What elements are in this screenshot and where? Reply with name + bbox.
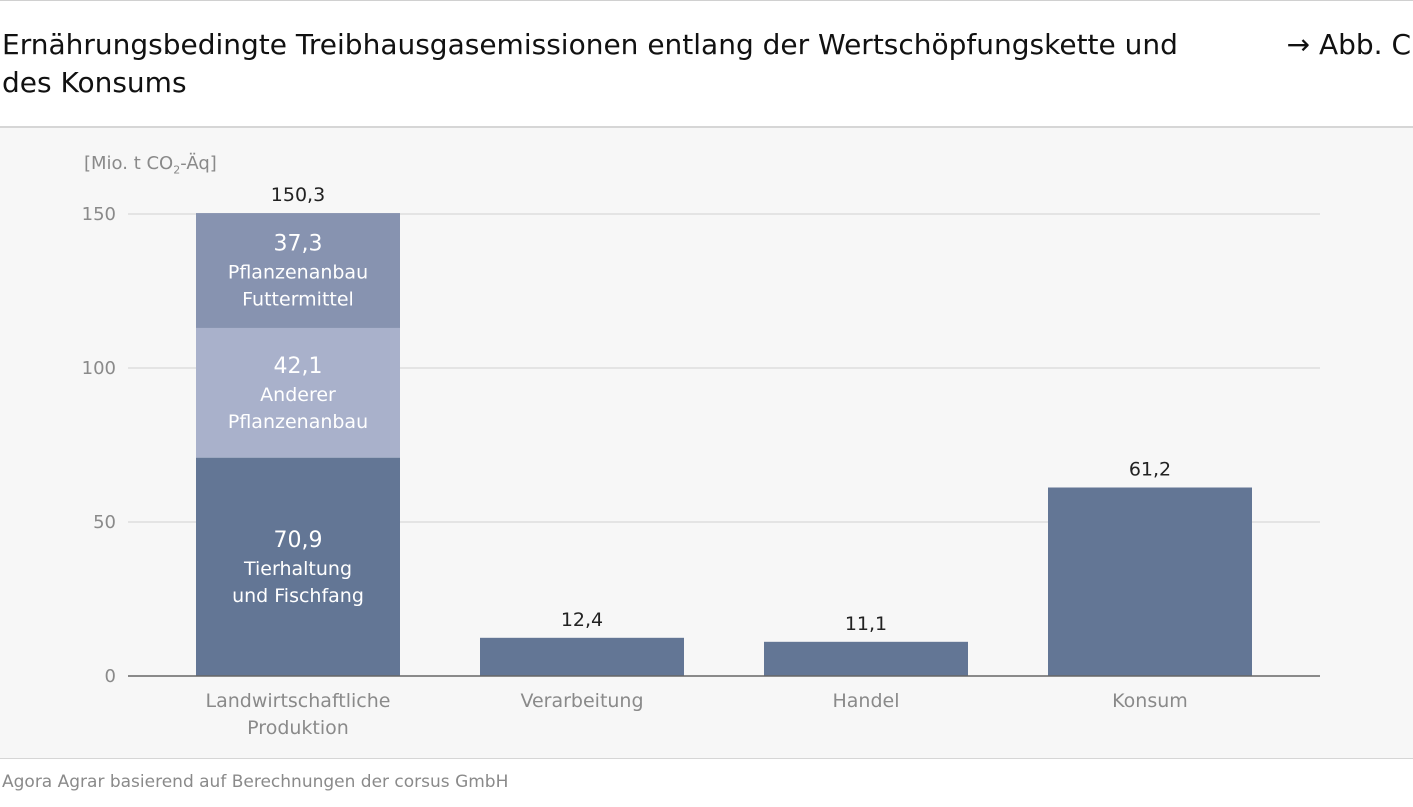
segment-name-label: Tierhaltung <box>243 558 352 580</box>
y-axis-label: [Mio. t CO2-Äq] <box>84 153 217 177</box>
segment-name-label: Pflanzenanbau <box>228 411 368 433</box>
segment-name-label: und Fischfang <box>232 585 364 607</box>
bar-total-label: 12,4 <box>561 609 603 631</box>
y-tick-label: 100 <box>82 358 116 379</box>
bar-segment <box>764 641 968 676</box>
x-tick-label: Konsum <box>1112 690 1188 712</box>
x-tick-label: Landwirtschaftliche <box>206 690 391 712</box>
bar-total-label: 11,1 <box>845 613 887 635</box>
source-note: Agora Agrar basierend auf Berechnungen d… <box>2 772 509 792</box>
segment-name-label: Futtermittel <box>242 289 354 311</box>
segment-name-label: Pflanzenanbau <box>228 262 368 284</box>
chart-title: Ernährungsbedingte Treibhausgasemissione… <box>2 28 1178 99</box>
top-divider <box>0 0 1413 1</box>
segment-value-label: 42,1 <box>274 354 323 379</box>
bar-segment <box>196 213 400 328</box>
figure-reference-link[interactable]: → Abb. C <box>1286 28 1411 61</box>
bar-total-label: 61,2 <box>1129 459 1171 481</box>
bar-segment <box>196 457 400 676</box>
segment-value-label: 37,3 <box>274 232 323 257</box>
y-tick-label: 150 <box>82 204 116 225</box>
bar-total-label: 150,3 <box>271 184 325 206</box>
y-tick-label: 0 <box>105 666 116 687</box>
segment-name-label: Anderer <box>260 384 336 406</box>
bar-segment <box>1048 487 1252 676</box>
x-tick-label: Verarbeitung <box>520 690 643 712</box>
x-tick-label: Handel <box>832 690 899 712</box>
segment-value-label: 70,9 <box>274 528 323 553</box>
x-tick-label: Produktion <box>247 717 349 739</box>
y-tick-label: 50 <box>93 512 116 533</box>
bar-segment <box>196 327 400 458</box>
bar-segment <box>480 637 684 676</box>
